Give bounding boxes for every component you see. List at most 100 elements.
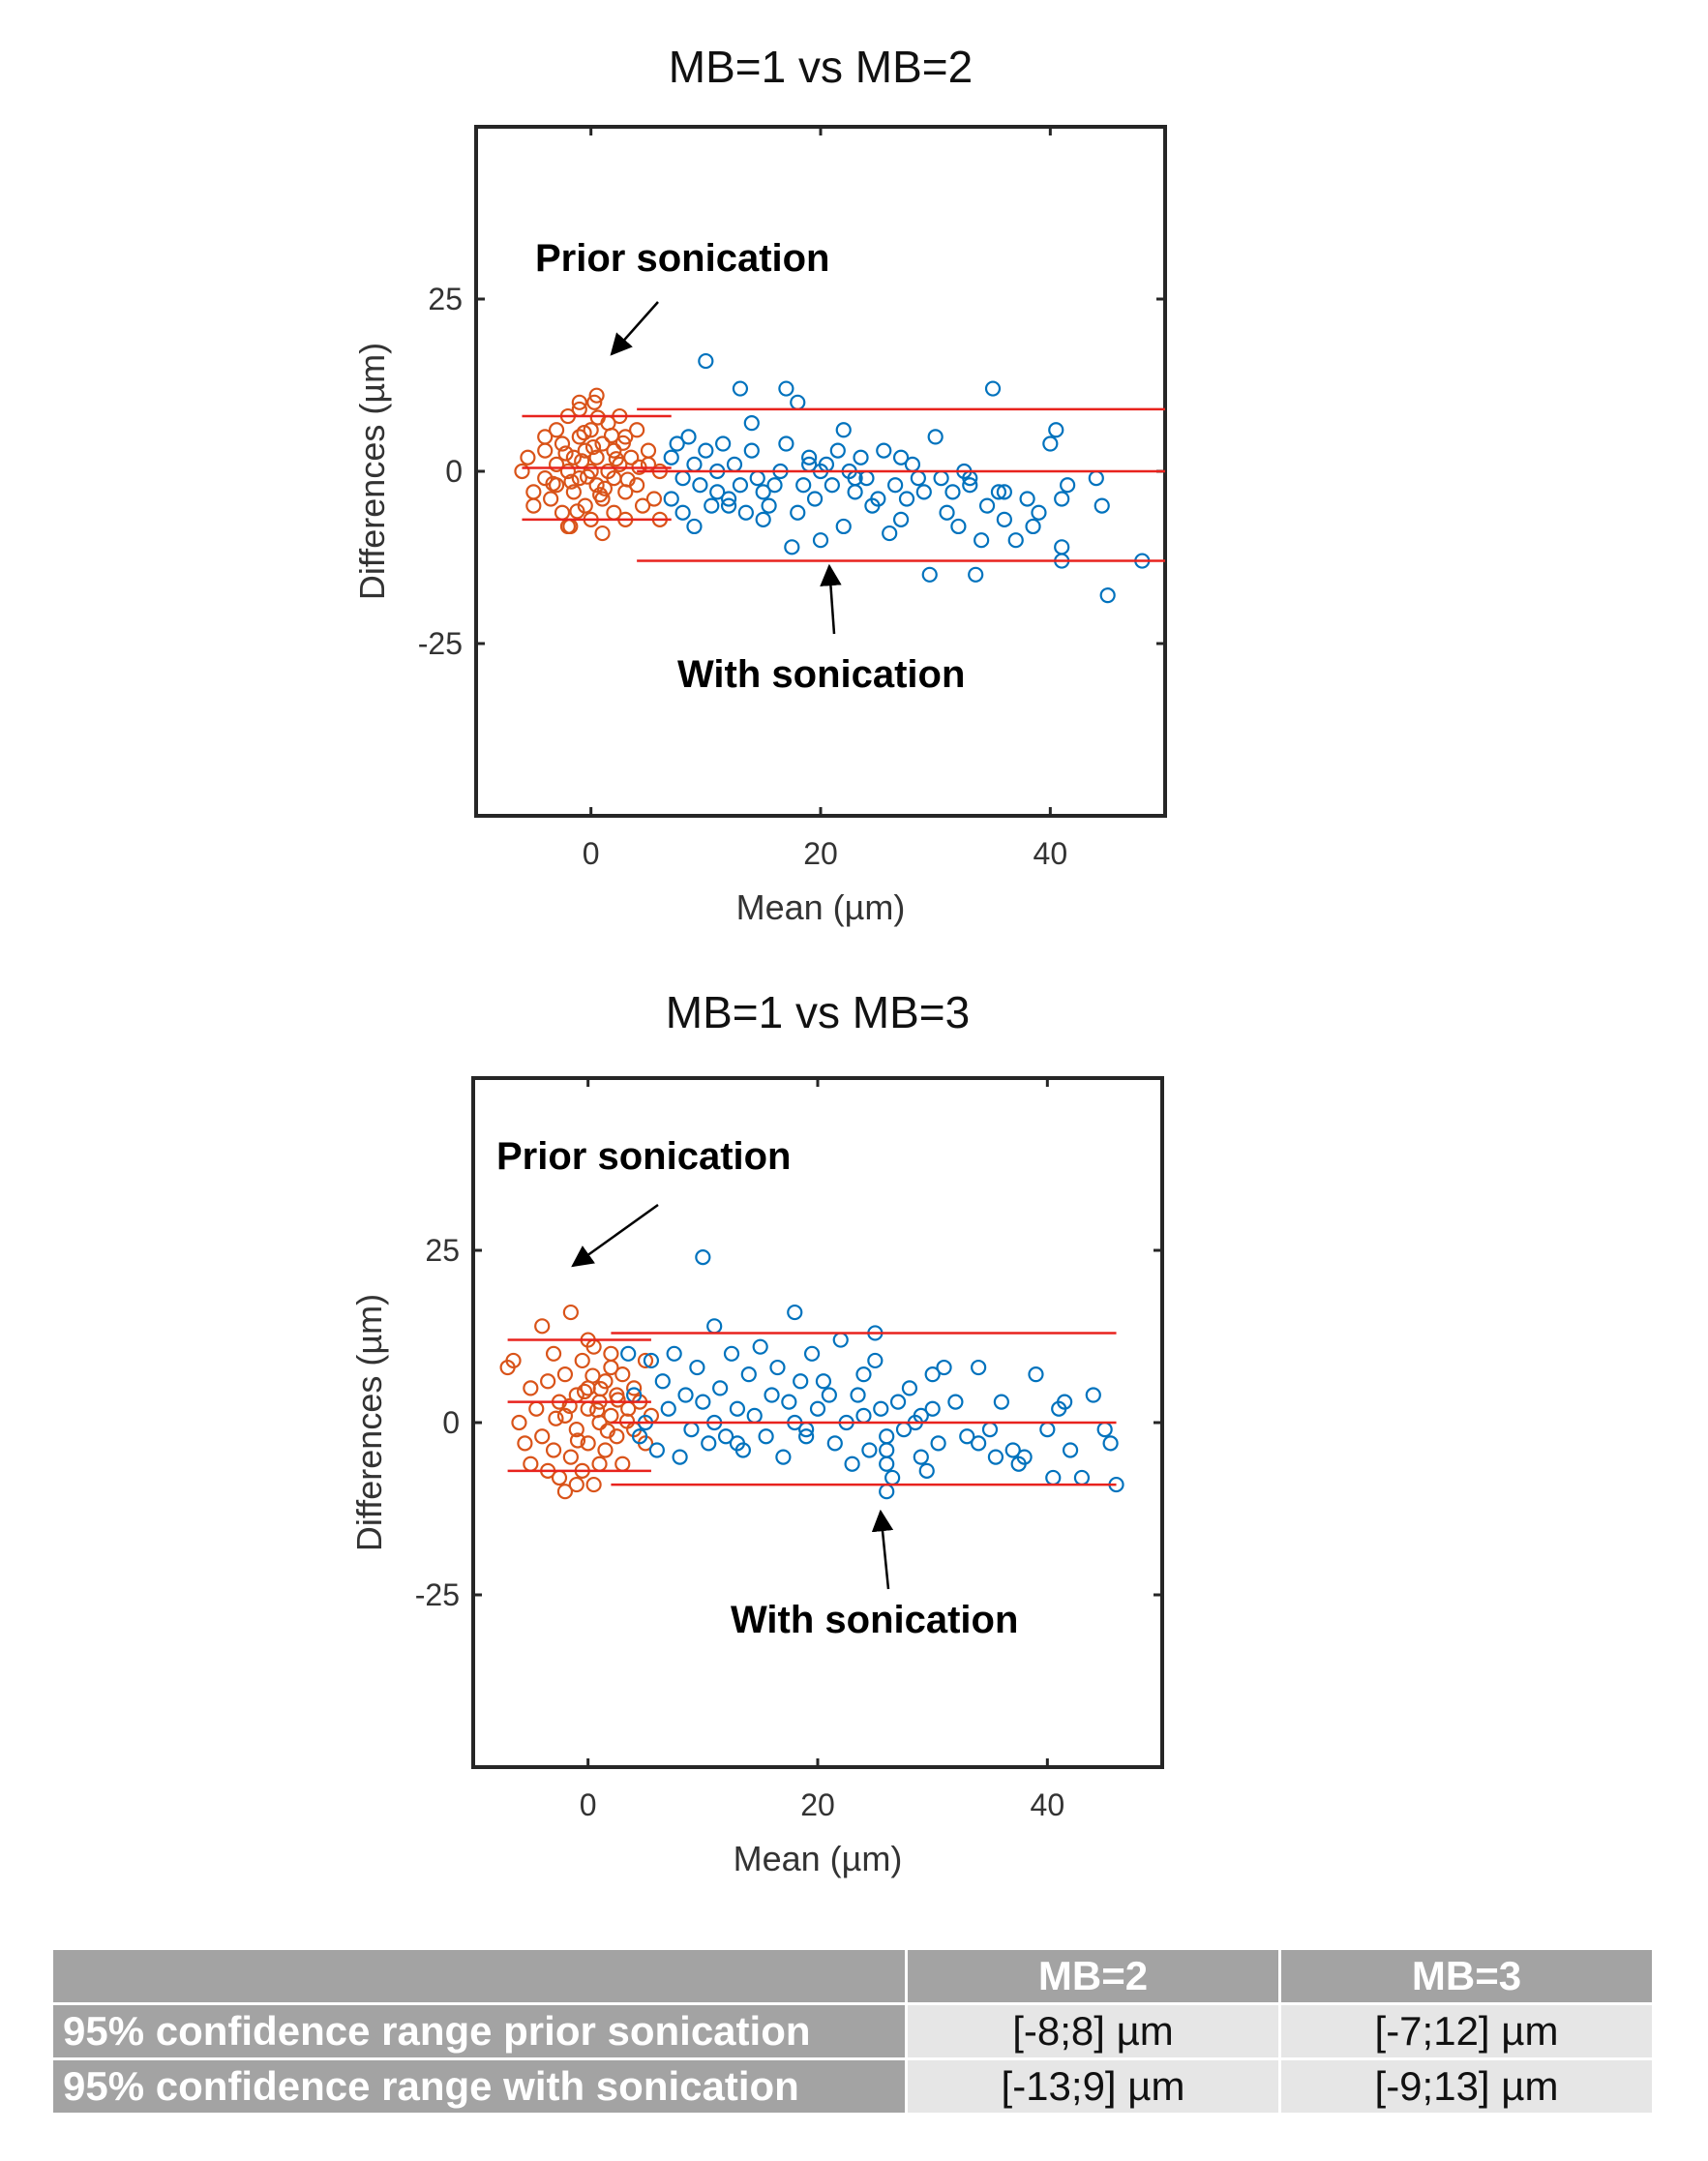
x-tick-label: 40: [1031, 1787, 1065, 1822]
data-point: [603, 1345, 619, 1362]
data-point: [626, 1380, 643, 1396]
data-point: [695, 1249, 711, 1266]
data-point: [698, 352, 714, 370]
chart-mb1-vs-mb2: MB=1 vs MB=2 0 20 40 -25 0 25 Mean (µm) Differen…: [0, 0, 1708, 953]
row-label-prior: 95% confidence range prior sonication: [53, 2005, 905, 2057]
data-point: [580, 1435, 596, 1452]
data-point: [674, 504, 691, 521]
data-point: [968, 566, 984, 583]
data-point: [778, 380, 794, 397]
data-point: [867, 1352, 884, 1369]
data-point: [568, 1422, 584, 1438]
data-point: [930, 1435, 946, 1452]
data-point: [1004, 1442, 1021, 1458]
data-point: [812, 532, 829, 549]
data-point: [561, 1397, 578, 1415]
data-point: [545, 1345, 562, 1362]
data-point: [715, 435, 732, 452]
data-point: [537, 470, 554, 487]
y-tick-label: 25: [428, 282, 463, 316]
x-axis-label: Mean (µm): [736, 887, 906, 927]
data-point: [554, 435, 571, 452]
data-point: [565, 449, 582, 465]
data-point: [918, 1462, 935, 1479]
data-point: [855, 1366, 872, 1383]
data-point: [927, 429, 944, 445]
annotation-with-sonication: With sonication: [731, 1599, 1018, 1641]
data-point: [568, 1476, 584, 1493]
data-point: [545, 475, 561, 492]
data-point: [534, 1428, 551, 1445]
data-point: [971, 1359, 987, 1376]
data-point: [637, 1352, 654, 1369]
data-point: [924, 1366, 941, 1383]
data-point: [766, 477, 783, 494]
series-with-sonication: [663, 352, 1151, 604]
data-point: [1094, 497, 1110, 514]
data-point: [1048, 422, 1064, 438]
data-point: [1007, 532, 1024, 549]
data-point: [755, 484, 771, 500]
data-point: [921, 566, 938, 583]
data-point: [740, 1366, 757, 1383]
data-point: [525, 497, 542, 514]
data-point: [589, 1402, 606, 1419]
y-tick-label: -25: [418, 626, 463, 661]
data-point: [534, 1318, 551, 1335]
data-point: [801, 449, 818, 465]
data-point: [559, 463, 577, 480]
data-point: [577, 1383, 593, 1400]
data-point: [990, 484, 1007, 500]
x-tick-label: 20: [803, 836, 838, 871]
data-point: [709, 484, 726, 500]
data-point: [583, 422, 599, 438]
data-point: [584, 1367, 601, 1384]
data-point: [1057, 1394, 1073, 1410]
data-point: [850, 1387, 866, 1403]
data-point: [732, 477, 749, 494]
y-axis-label: Differences (µm): [349, 1294, 389, 1551]
data-point: [861, 1442, 878, 1458]
data-point: [698, 442, 714, 459]
data-point: [764, 1387, 780, 1403]
data-point: [821, 1387, 837, 1403]
cell-with-mb3: [-9;13] µm: [1281, 2060, 1652, 2113]
data-point: [620, 1345, 637, 1362]
data-point: [606, 442, 622, 459]
data-point: [576, 425, 592, 441]
data-point: [608, 451, 624, 467]
chart-title: MB=1 vs MB=3: [666, 987, 970, 1037]
data-point: [829, 442, 846, 459]
data-point: [594, 525, 611, 542]
data-point: [939, 504, 955, 521]
data-point: [826, 1435, 843, 1452]
data-point: [514, 463, 530, 480]
data-point: [614, 435, 631, 451]
data-point: [853, 449, 869, 465]
data-point: [629, 422, 645, 438]
x-tick-label: 0: [583, 836, 600, 871]
data-point: [569, 1432, 586, 1449]
data-point: [563, 473, 580, 490]
data-point: [540, 1373, 556, 1390]
data-point: [704, 497, 720, 514]
x-tick-label: 40: [1034, 836, 1068, 871]
data-point: [589, 409, 606, 426]
chart-title: MB=1 vs MB=2: [669, 42, 973, 92]
annotation-arrow-prior: [571, 1203, 659, 1268]
data-point: [643, 1352, 660, 1369]
data-point: [978, 497, 996, 514]
data-point: [677, 1387, 694, 1403]
cell-with-mb2: [-13;9] µm: [908, 2060, 1278, 2113]
series-prior-sonication: [514, 387, 668, 542]
cell-prior-mb2: [-8;8] µm: [908, 2005, 1278, 2057]
data-point: [1099, 587, 1116, 604]
data-point: [548, 456, 565, 472]
data-point: [594, 435, 611, 452]
data-point: [692, 477, 708, 494]
data-point: [1016, 1449, 1033, 1465]
data-point: [556, 1407, 574, 1424]
data-point: [924, 1400, 941, 1417]
data-point: [574, 1352, 590, 1369]
x-tick-label: 20: [800, 1787, 835, 1822]
